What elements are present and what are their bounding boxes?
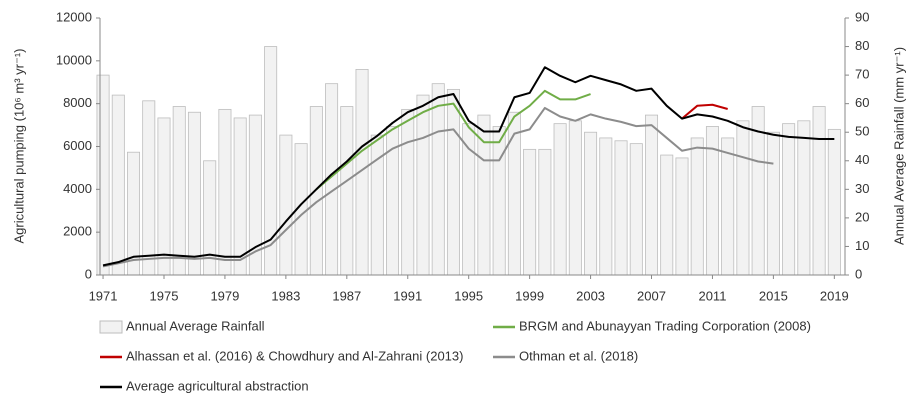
x-tick-label: 1999 bbox=[515, 288, 544, 303]
legend-label: Othman et al. (2018) bbox=[519, 348, 638, 363]
bar bbox=[233, 117, 247, 276]
y-tick-label: 6000 bbox=[63, 138, 92, 153]
y2-tick-label: 50 bbox=[855, 124, 869, 139]
bar bbox=[401, 108, 415, 276]
bar bbox=[157, 117, 171, 276]
legend-label: Annual Average Rainfall bbox=[126, 318, 265, 333]
y-axis-label: Agricultural pumping (10⁶ m³ yr⁻¹) bbox=[11, 49, 26, 244]
bar bbox=[797, 120, 811, 276]
bar bbox=[142, 100, 156, 276]
bar bbox=[721, 137, 735, 276]
x-tick-label: 2003 bbox=[576, 288, 605, 303]
legend-label: Average agricultural abstraction bbox=[126, 378, 309, 393]
bar bbox=[96, 74, 110, 276]
y-tick-label: 10000 bbox=[56, 52, 92, 67]
bar bbox=[492, 126, 506, 276]
legend-swatch bbox=[99, 320, 123, 334]
y-tick-label: 0 bbox=[85, 266, 92, 281]
bar bbox=[675, 157, 689, 276]
line bbox=[681, 103, 728, 120]
bar bbox=[523, 148, 537, 276]
legend-label: Alhassan et al. (2016) & Chowdhury and A… bbox=[126, 348, 463, 363]
bar bbox=[766, 131, 780, 276]
y2-tick-label: 10 bbox=[855, 238, 869, 253]
x-tick-label: 1979 bbox=[210, 288, 239, 303]
y2-tick-label: 70 bbox=[855, 67, 869, 82]
bar bbox=[568, 120, 582, 276]
bar bbox=[782, 123, 796, 276]
bar bbox=[218, 108, 232, 276]
bar bbox=[553, 123, 567, 276]
bar bbox=[599, 137, 613, 276]
bar bbox=[111, 94, 125, 276]
bar bbox=[645, 114, 659, 276]
bar bbox=[279, 134, 293, 276]
x-tick-label: 2019 bbox=[820, 288, 849, 303]
line bbox=[315, 89, 591, 191]
bar bbox=[614, 140, 628, 276]
bar bbox=[812, 106, 826, 276]
bar bbox=[827, 128, 841, 276]
y2-tick-label: 80 bbox=[855, 38, 869, 53]
bar bbox=[690, 137, 704, 276]
bar bbox=[462, 123, 476, 276]
x-tick-label: 2007 bbox=[637, 288, 666, 303]
bar bbox=[584, 131, 598, 276]
y2-tick-label: 40 bbox=[855, 152, 869, 167]
y2-tick-label: 60 bbox=[855, 95, 869, 110]
y-tick-label: 12000 bbox=[56, 9, 92, 24]
bar bbox=[736, 120, 750, 276]
y2-tick-label: 20 bbox=[855, 209, 869, 224]
y2-tick-label: 90 bbox=[855, 9, 869, 24]
y-tick-label: 8000 bbox=[63, 95, 92, 110]
x-tick-label: 1991 bbox=[393, 288, 422, 303]
y2-axis-label: Annual Average Rainfall (mm yr⁻¹) bbox=[891, 47, 906, 245]
x-tick-label: 1971 bbox=[89, 288, 118, 303]
x-tick-label: 2011 bbox=[698, 288, 726, 303]
bar bbox=[507, 111, 521, 276]
bar bbox=[416, 94, 430, 276]
bar bbox=[309, 106, 323, 276]
x-tick-label: 2015 bbox=[759, 288, 788, 303]
bar bbox=[431, 83, 445, 276]
bar bbox=[187, 111, 201, 276]
bar bbox=[629, 143, 643, 276]
y-tick-label: 4000 bbox=[63, 181, 92, 196]
y2-tick-label: 0 bbox=[855, 266, 862, 281]
x-tick-label: 1995 bbox=[454, 288, 483, 303]
y-tick-label: 2000 bbox=[63, 224, 92, 239]
bar bbox=[538, 148, 552, 276]
legend-label: BRGM and Abunayyan Trading Corporation (… bbox=[519, 318, 811, 333]
x-tick-label: 1987 bbox=[332, 288, 361, 303]
x-tick-label: 1975 bbox=[150, 288, 179, 303]
bar bbox=[172, 106, 186, 276]
line bbox=[102, 106, 774, 268]
bar bbox=[340, 106, 354, 276]
line bbox=[102, 66, 835, 267]
bar bbox=[446, 88, 460, 276]
x-tick-label: 1983 bbox=[271, 288, 300, 303]
bar bbox=[660, 154, 674, 276]
y2-tick-label: 30 bbox=[855, 181, 869, 196]
